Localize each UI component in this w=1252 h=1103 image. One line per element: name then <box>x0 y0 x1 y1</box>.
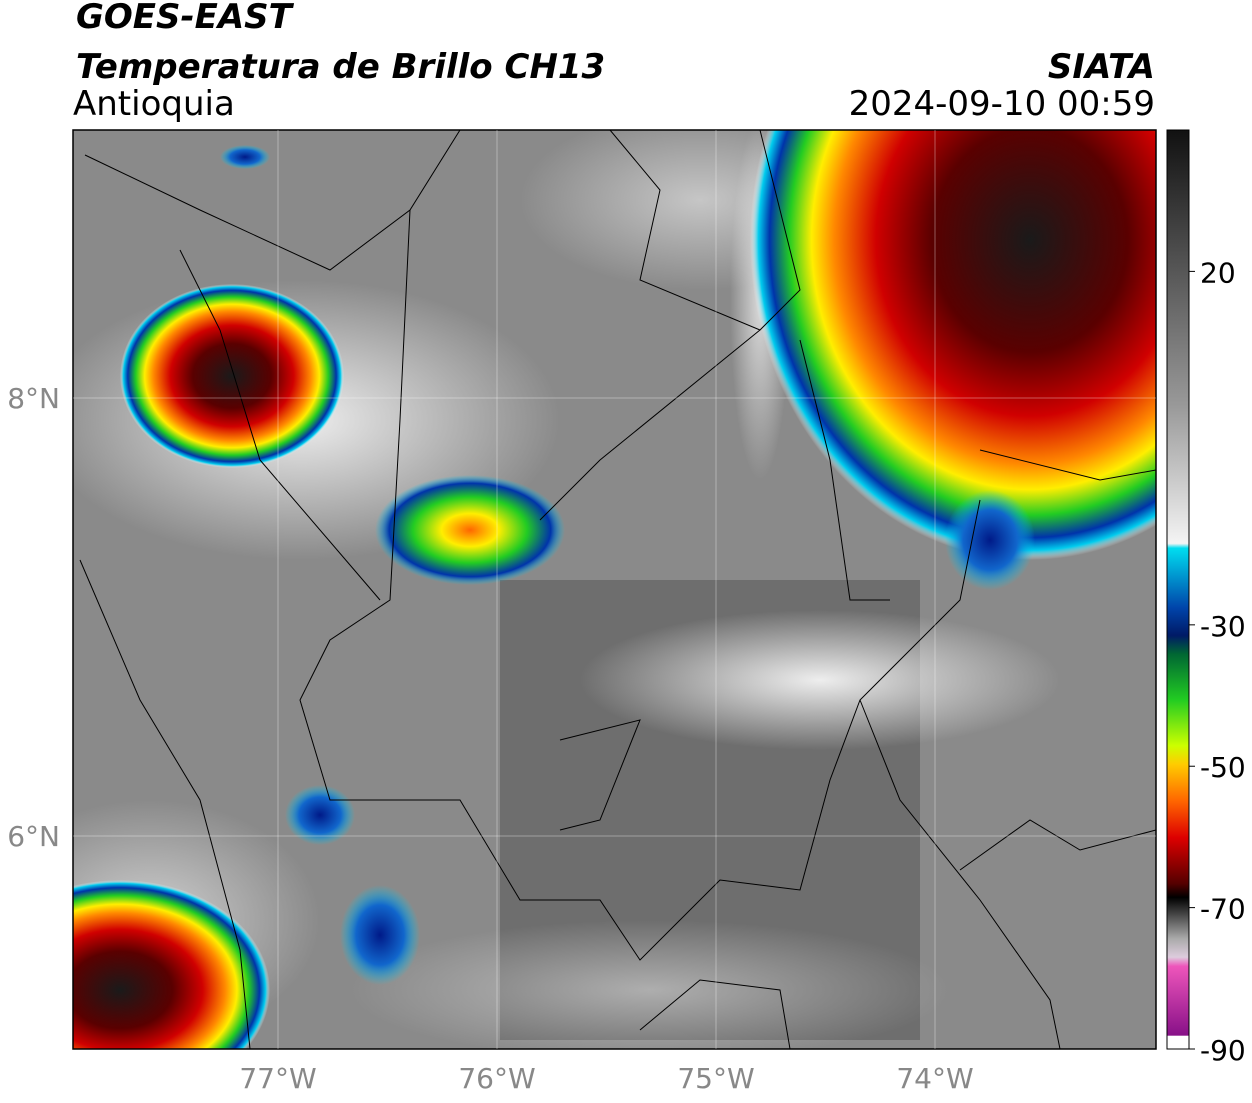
lon-label: 77°W <box>239 1062 316 1095</box>
lon-label: 76°W <box>458 1062 535 1095</box>
lat-label: 8°N <box>7 382 60 415</box>
colorbar-ticks: 20 -30 -50 -70 -90 <box>1189 256 1246 1067</box>
graticule <box>73 130 1156 1049</box>
map-frame <box>72 129 1157 1050</box>
colorbar-tick-label: -30 <box>1200 610 1246 643</box>
source: SIATA <box>1048 47 1155 87</box>
colorbar-tick-label: -70 <box>1200 893 1246 926</box>
lat-label: 6°N <box>7 820 60 853</box>
lon-label: 74°W <box>896 1062 973 1095</box>
title: GOES-EAST <box>76 0 295 37</box>
colorbar <box>1166 129 1190 1050</box>
datetime: 2024-09-10 00:59 <box>849 84 1155 124</box>
colorbar-tick-label: -90 <box>1200 1034 1246 1067</box>
subtitle: Temperatura de Brillo CH13 <box>76 47 605 87</box>
region: Antioquia <box>73 84 235 124</box>
lon-label: 75°W <box>677 1062 754 1095</box>
colorbar-tick-label: -50 <box>1200 751 1246 784</box>
colorbar-tick-label: 20 <box>1200 256 1236 289</box>
